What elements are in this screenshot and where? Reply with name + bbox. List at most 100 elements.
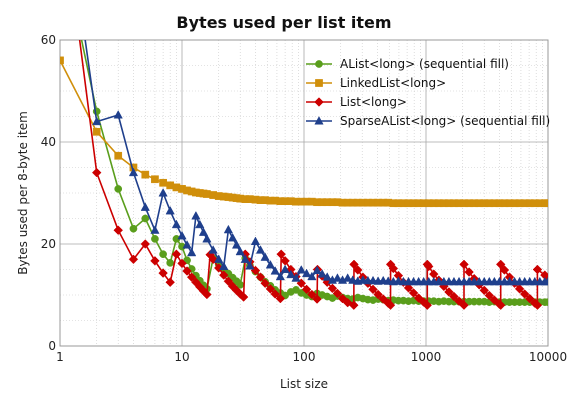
- data-point: [544, 298, 548, 306]
- legend-item: List<long>: [306, 95, 407, 109]
- legend-item: AList<long> (sequential fill): [306, 57, 509, 71]
- data-point: [114, 185, 123, 193]
- legend-item: LinkedList<long>: [306, 76, 446, 90]
- data-point: [286, 269, 296, 279]
- data-point: [408, 288, 419, 298]
- data-point: [499, 265, 510, 275]
- data-point: [385, 300, 396, 310]
- legend-label: LinkedList<long>: [340, 76, 446, 90]
- data-point: [307, 271, 317, 281]
- x-tick-label: 10000: [529, 350, 567, 364]
- x-tick-label: 1000: [411, 350, 442, 364]
- data-point: [219, 270, 229, 280]
- legend-label: SparseAList<long> (sequential fill): [340, 114, 550, 128]
- data-point: [171, 249, 182, 259]
- data-point: [459, 259, 469, 270]
- data-point: [198, 227, 209, 236]
- series-square: [60, 56, 548, 208]
- data-point: [255, 272, 266, 282]
- legend: AList<long> (sequential fill) LinkedList<…: [306, 57, 550, 128]
- data-point: [159, 250, 167, 259]
- axis-ticks: 1 10 100 1000 10000 0 20 40 60: [41, 33, 567, 364]
- data-point: [422, 300, 433, 310]
- data-point: [150, 256, 160, 266]
- data-point: [150, 225, 160, 234]
- data-point: [60, 56, 64, 65]
- data-point: [186, 272, 197, 282]
- y-tick-label: 60: [41, 33, 56, 47]
- y-tick-label: 20: [41, 237, 56, 251]
- data-point: [353, 265, 363, 275]
- legend-swatch-marker: [315, 79, 323, 87]
- x-axis-label: List size: [280, 377, 328, 391]
- data-point: [543, 276, 548, 286]
- data-point: [187, 247, 197, 257]
- y-tick-label: 40: [41, 135, 56, 149]
- x-tick-label: 10: [174, 350, 189, 364]
- data-point: [91, 167, 102, 178]
- data-point: [113, 110, 123, 119]
- x-tick-label: 100: [293, 350, 316, 364]
- data-point: [165, 205, 175, 215]
- chart-title: Bytes used per list item: [176, 13, 391, 32]
- data-point: [413, 293, 424, 303]
- data-point: [317, 269, 327, 278]
- data-point: [191, 211, 201, 220]
- data-point: [495, 300, 506, 310]
- data-point: [141, 170, 150, 179]
- data-point: [368, 284, 378, 295]
- series-layer: [60, 40, 548, 310]
- data-point: [208, 245, 218, 254]
- data-point: [141, 214, 150, 223]
- data-point: [114, 151, 123, 160]
- data-point: [165, 277, 175, 288]
- data-point: [327, 283, 338, 294]
- legend-swatch-marker: [314, 97, 324, 107]
- series-diamond: [78, 40, 548, 310]
- data-point: [322, 272, 332, 281]
- data-point: [265, 284, 276, 294]
- legend-swatch-marker: [315, 60, 323, 68]
- data-point: [459, 300, 469, 310]
- data-point: [373, 289, 383, 300]
- data-point: [423, 261, 434, 272]
- data-point: [195, 219, 205, 229]
- data-point: [343, 273, 353, 282]
- data-point: [301, 284, 312, 295]
- data-point: [260, 278, 270, 289]
- legend-item: SparseAList<long> (sequential fill): [306, 114, 550, 128]
- data-point: [275, 271, 285, 281]
- data-point: [140, 202, 150, 211]
- data-point: [166, 259, 175, 267]
- data-point: [182, 266, 192, 276]
- data-point: [296, 265, 306, 274]
- data-point: [332, 288, 343, 299]
- data-point: [270, 289, 280, 299]
- data-point: [177, 258, 187, 269]
- data-point: [151, 235, 159, 243]
- data-point: [514, 284, 525, 294]
- data-point: [245, 261, 255, 270]
- data-point: [388, 263, 399, 274]
- data-point: [524, 293, 535, 304]
- data-point: [158, 268, 168, 278]
- data-point: [280, 264, 290, 274]
- y-axis-label: Bytes used per 8-byte item: [16, 111, 30, 275]
- data-point: [519, 289, 530, 299]
- legend-label: List<long>: [340, 95, 407, 109]
- data-point: [231, 240, 242, 249]
- data-point: [250, 236, 261, 245]
- data-point: [92, 127, 101, 136]
- data-point: [92, 116, 102, 126]
- data-point: [235, 246, 245, 256]
- data-point: [158, 188, 168, 197]
- data-point: [260, 252, 270, 261]
- data-point: [223, 224, 234, 234]
- data-point: [312, 294, 322, 304]
- data-point: [464, 267, 474, 277]
- data-point: [265, 259, 275, 269]
- x-tick-label: 1: [56, 350, 64, 364]
- data-point: [159, 178, 167, 187]
- data-point: [449, 291, 459, 302]
